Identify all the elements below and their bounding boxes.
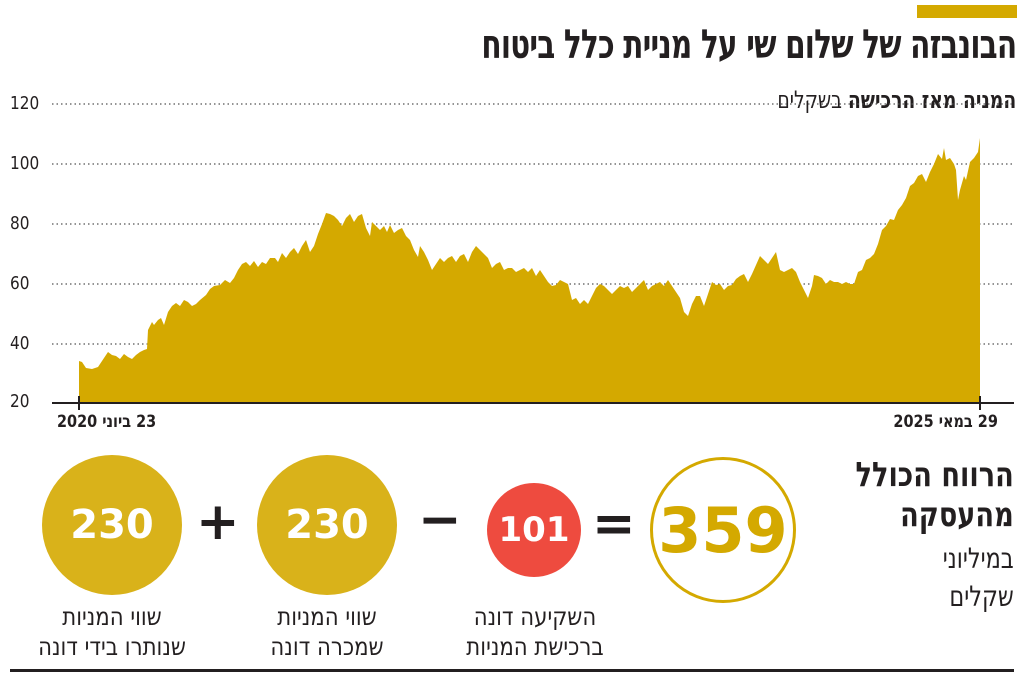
- equals-sign: =: [592, 494, 636, 554]
- remaining-shares-circle: 230: [42, 455, 182, 595]
- total-profit-label: הרווח הכולל מהעסקה: [856, 455, 1014, 535]
- y-tick-40: 40: [10, 333, 30, 354]
- y-tick-20: 20: [10, 391, 30, 412]
- remaining-shares-caption-line2: שנותרו בידי דונה: [38, 632, 186, 661]
- remaining-shares-caption-line1: שווי המניות: [62, 602, 162, 631]
- chart-subtitle: המניה מאז הרכישה בשקלים: [777, 86, 1016, 114]
- investment-caption: השקיעה דונה ברכישת המניות: [446, 602, 625, 662]
- x-label-start: 23 ביוני 2020: [57, 412, 157, 432]
- investment-caption-line2: ברכישת המניות: [466, 632, 604, 661]
- minus-sign: −: [418, 490, 462, 550]
- sold-shares-caption: שווי המניות שמכרה דונה: [238, 602, 417, 662]
- investment-caption-line1: השקיעה דונה: [473, 602, 597, 631]
- y-tick-100: 100: [10, 153, 40, 174]
- price-area: [79, 138, 980, 402]
- unit-label-line2: שקלים: [949, 580, 1014, 613]
- y-tick-80: 80: [10, 213, 30, 234]
- chart-unit: בשקלים: [777, 86, 842, 114]
- sold-shares-caption-line1: שווי המניות: [277, 602, 377, 631]
- plus-sign: +: [196, 492, 240, 552]
- unit-label: במיליוני שקלים: [943, 540, 1014, 616]
- sold-shares-circle: 230: [257, 455, 397, 595]
- stock-area-chart: [52, 103, 1014, 410]
- total-profit-circle: 359: [650, 457, 796, 603]
- bottom-rule: [10, 669, 1014, 672]
- y-tick-120: 120: [10, 93, 40, 114]
- remaining-shares-caption: שווי המניות שנותרו בידי דונה: [19, 602, 206, 662]
- sold-shares-caption-line2: שמכרה דונה: [270, 632, 384, 661]
- total-profit-label-line2: מהעסקה: [900, 495, 1014, 535]
- x-label-end: 29 במאי 2025: [893, 412, 998, 432]
- page-title: הבונבזה של שלום שי על מניית כלל ביטוח: [481, 22, 1017, 68]
- accent-bar: [917, 5, 1017, 18]
- total-profit-label-line1: הרווח הכולל: [855, 455, 1014, 495]
- investment-circle: 101: [487, 483, 581, 577]
- y-tick-60: 60: [10, 273, 30, 294]
- unit-label-line1: במיליוני: [943, 542, 1014, 575]
- chart-subtitle-bold: המניה מאז הרכישה: [847, 86, 1016, 114]
